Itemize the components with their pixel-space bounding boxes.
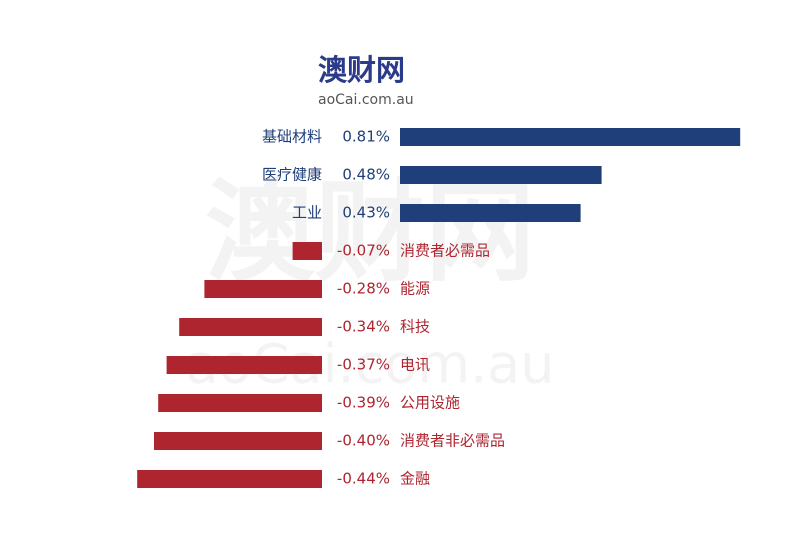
category-label: 电讯 [400, 356, 430, 374]
bar [154, 432, 322, 450]
category-label: 公用设施 [400, 394, 460, 412]
bar [400, 128, 741, 146]
value-label: -0.28% [337, 280, 390, 298]
category-label: 金融 [400, 470, 430, 488]
value-label: -0.44% [337, 470, 390, 488]
bar [179, 318, 322, 336]
category-label: 医疗健康 [262, 166, 322, 184]
bar [158, 394, 322, 412]
value-label: 0.48% [342, 166, 390, 184]
logo-brand: 澳财网 [318, 53, 405, 87]
bar [400, 204, 581, 222]
bar [400, 166, 602, 184]
category-label: 消费者非必需品 [400, 432, 505, 450]
value-label: 0.43% [342, 204, 390, 222]
category-label: 能源 [400, 280, 430, 298]
bar [166, 356, 322, 374]
value-label: -0.39% [337, 394, 390, 412]
bar [204, 280, 322, 298]
category-label: 基础材料 [262, 128, 322, 146]
bar [292, 242, 322, 260]
category-label: 工业 [292, 204, 322, 222]
category-label: 科技 [400, 318, 430, 336]
value-label: -0.37% [337, 356, 390, 374]
value-label: 0.81% [342, 128, 390, 146]
value-label: -0.40% [337, 432, 390, 450]
bar [137, 470, 322, 488]
watermark-brand: 澳财网 [205, 168, 535, 296]
logo-site: aoCai.com.au [318, 92, 414, 108]
value-label: -0.34% [337, 318, 390, 336]
category-label: 消费者必需品 [400, 242, 490, 260]
value-label: -0.07% [337, 242, 390, 260]
